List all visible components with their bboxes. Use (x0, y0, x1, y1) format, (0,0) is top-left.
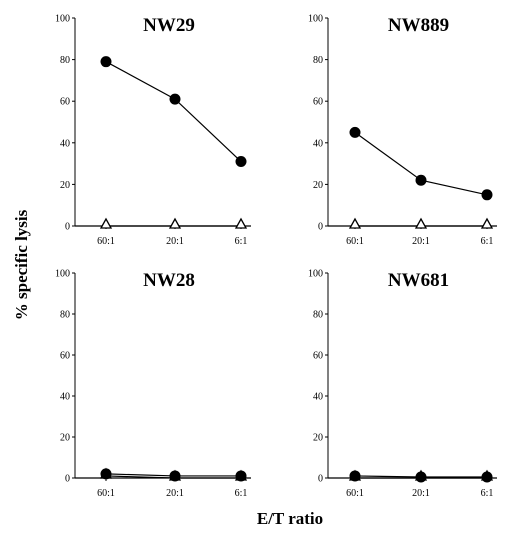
panel-title: NW29 (143, 15, 195, 36)
panel-title: NW889 (388, 15, 449, 36)
x-tick-label: 60:1 (97, 488, 115, 499)
y-tick-label: 0 (318, 222, 323, 233)
y-axis-title: % specific lysis (12, 209, 31, 320)
y-tick-label: 80 (60, 310, 70, 321)
panel-2: 0 20 40 60 80 100 60:1 20:1 6:1 NW889 (308, 14, 497, 247)
panel-3: 0 20 40 60 80 100 60:1 20:1 6:1 NW28 (55, 269, 251, 499)
y-tick-label: 60 (60, 351, 70, 362)
data-point-circle (100, 56, 112, 68)
panel-4: 0 20 40 60 80 100 60:1 20:1 6:1 NW681 (308, 269, 497, 499)
data-point-triangle (348, 217, 362, 229)
y-tick-label: 20 (60, 180, 70, 191)
data-point-circle (349, 126, 361, 138)
data-point-circle (169, 93, 181, 105)
y-tick-label: 60 (60, 97, 70, 108)
data-point-circle (100, 468, 112, 480)
y-tick-label: 40 (60, 392, 70, 403)
x-tick-label: 60:1 (346, 236, 364, 247)
y-tick-label: 20 (313, 180, 323, 191)
x-tick-label: 20:1 (412, 488, 430, 499)
data-point-circle (481, 189, 493, 201)
y-tick-label: 40 (313, 392, 323, 403)
data-point-circle (235, 470, 247, 482)
y-tick-label: 100 (55, 14, 70, 25)
y-tick-label: 100 (308, 269, 323, 280)
y-tick-label: 80 (60, 55, 70, 66)
x-tick-label: 60:1 (97, 236, 115, 247)
data-point-triangle (168, 217, 182, 229)
data-point-triangle (480, 217, 494, 229)
x-tick-label: 20:1 (166, 488, 184, 499)
y-tick-label: 100 (55, 269, 70, 280)
panel-1: 0 20 40 60 80 100 60:1 20:1 6:1 NW29 (55, 14, 251, 247)
panel-title: NW681 (388, 270, 449, 291)
panel-title: NW28 (143, 270, 195, 291)
data-point-circle (415, 471, 427, 483)
data-point-triangle (234, 217, 248, 229)
data-point-circle (235, 156, 247, 168)
y-tick-label: 20 (60, 433, 70, 444)
x-tick-label: 20:1 (412, 236, 430, 247)
y-tick-label: 80 (313, 55, 323, 66)
data-point-triangle (414, 217, 428, 229)
x-axis-title: E/T ratio (257, 509, 323, 528)
y-tick-label: 60 (313, 351, 323, 362)
y-tick-label: 0 (65, 474, 70, 485)
data-point-circle (481, 471, 493, 483)
data-point-circle (349, 470, 361, 482)
y-tick-label: 60 (313, 97, 323, 108)
y-tick-label: 0 (318, 474, 323, 485)
y-tick-label: 40 (313, 138, 323, 149)
y-tick-label: 40 (60, 138, 70, 149)
data-point-triangle (99, 217, 113, 229)
x-tick-label: 6:1 (481, 488, 494, 499)
x-tick-label: 6:1 (235, 488, 248, 499)
x-tick-label: 20:1 (166, 236, 184, 247)
y-tick-label: 80 (313, 310, 323, 321)
y-tick-label: 20 (313, 433, 323, 444)
data-point-circle (415, 174, 427, 186)
data-point-circle (169, 470, 181, 482)
x-tick-label: 6:1 (235, 236, 248, 247)
y-tick-label: 0 (65, 222, 70, 233)
y-tick-label: 100 (308, 14, 323, 25)
x-tick-label: 6:1 (481, 236, 494, 247)
series-line-circle (105, 61, 242, 162)
x-tick-label: 60:1 (346, 488, 364, 499)
